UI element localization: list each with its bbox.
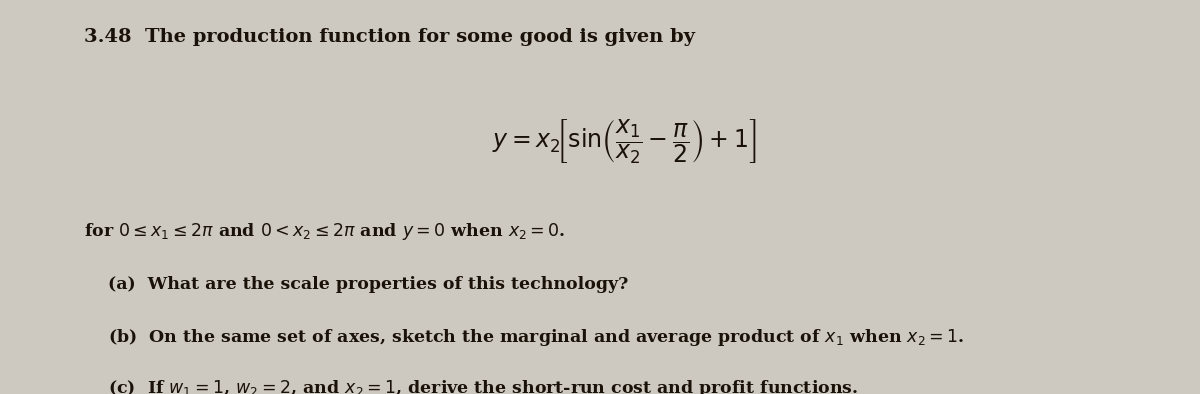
- Text: (a)  What are the scale properties of this technology?: (a) What are the scale properties of thi…: [108, 276, 629, 293]
- Text: 3.48  The production function for some good is given by: 3.48 The production function for some go…: [84, 28, 695, 46]
- Text: (b)  On the same set of axes, sketch the marginal and average product of $x_1$ w: (b) On the same set of axes, sketch the …: [108, 327, 965, 348]
- Text: (c)  If $w_1 = 1$, $w_2 = 2$, and $x_2 = 1$, derive the short-run cost and profi: (c) If $w_1 = 1$, $w_2 = 2$, and $x_2 = …: [108, 378, 858, 394]
- Text: for $0 \leq x_1 \leq 2\pi$ and $0 < x_2 \leq 2\pi$ and $y = 0$ when $x_2 = 0$.: for $0 \leq x_1 \leq 2\pi$ and $0 < x_2 …: [84, 221, 565, 242]
- Text: $y = x_2\!\left[\sin\!\left(\dfrac{x_1}{x_2} - \dfrac{\pi}{2}\right) + 1\right]$: $y = x_2\!\left[\sin\!\left(\dfrac{x_1}{…: [492, 118, 756, 166]
